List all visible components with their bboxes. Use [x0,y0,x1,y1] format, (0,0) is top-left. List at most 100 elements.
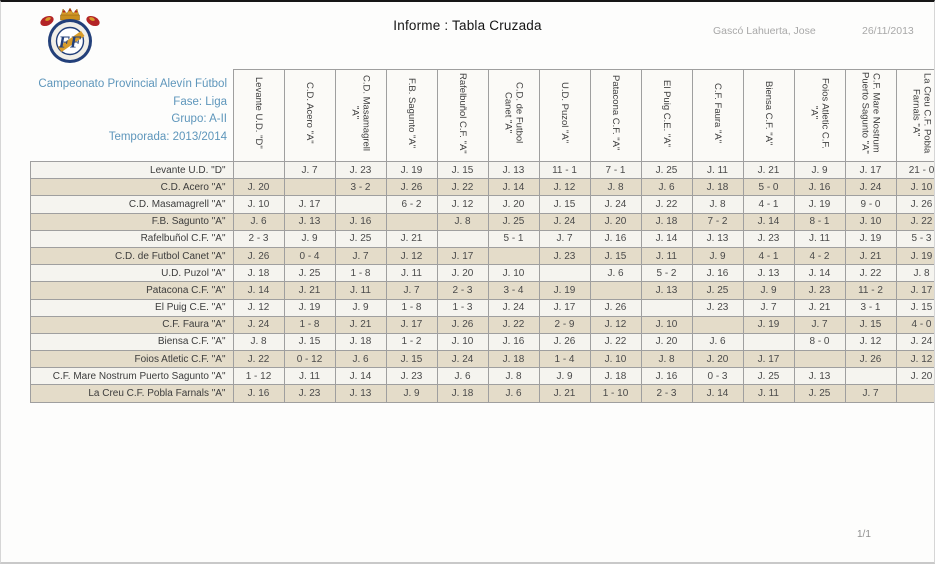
table-cell: J. 10 [487,264,540,283]
table-cell: J. 6 [691,332,744,352]
table-cell: J. 19 [283,298,336,317]
table-cell: J. 10 [436,332,489,352]
table-cell: J. 6 [487,384,540,403]
report-author: Gascó Lahuerta, Jose [713,25,816,37]
header-row: Levante U.D. "D" C.D. Acero "A" C.D. Masam… [31,69,934,162]
table-cell: J. 10 [640,315,693,334]
table-cell: J. 9 [793,160,846,180]
table-cell: J. 19 [895,246,934,266]
table-cell: J. 14 [742,212,795,231]
row-label: C.F. Mare Nostrum Puerto Sagunto "A" [30,367,234,386]
table-cell [283,178,336,197]
column-header-label: La Creu C.F. Pobla Farnals "A" [910,72,933,154]
table-cell: J. 21 [538,384,591,403]
table-cell [589,281,642,300]
table-cell: J. 17 [895,281,934,300]
table-cell: J. 17 [283,195,336,214]
table-cell: J. 18 [232,264,285,283]
table-cell: J. 25 [487,212,540,231]
table-cell: J. 21 [334,315,387,334]
table-cell: J. 6 [334,350,387,369]
column-header-label: C.D. Masamagrell "A" [349,74,372,152]
table-row: F.B. Sagunto "A" J. 6 J. 13 J. 16 J. 8 J. 25 J… [30,212,934,231]
table-cell: J. 26 [385,178,438,197]
table-cell: J. 17 [844,160,897,180]
column-header: La Creu C.F. Pobla Farnals "A" [895,69,934,162]
table-cell: J. 12 [589,315,642,334]
column-header: C.D. Masamagrell "A" [334,69,387,162]
table-cell: J. 22 [844,264,897,283]
row-label: C.D. de Futbol Canet "A" [30,246,234,266]
table-cell: J. 16 [487,332,540,352]
row-label: Foios Atletic C.F. "A" [30,350,234,369]
table-cell: 3 - 1 [844,298,897,317]
table-cell: J. 8 [436,212,489,231]
table-cell: 21 - 0 [895,160,934,180]
table-cell: J. 15 [895,298,934,317]
table-cell: J. 16 [793,178,846,197]
report-title: Informe : Tabla Cruzada [393,18,542,33]
column-header: C.D. Acero "A" [283,69,336,162]
table-cell: 4 - 1 [742,246,795,266]
table-cell: J. 6 [640,178,693,197]
table-cell: J. 14 [232,281,285,300]
table-row: Foios Atletic C.F. "A" J. 22 0 - 12 J. 6 J. … [30,350,934,369]
table-row: Rafelbuñol C.F. "A" 2 - 3 J. 9 J. 25 J. 21 5 … [30,229,934,248]
row-label: F.B. Sagunto "A" [30,212,234,231]
table-cell: J. 12 [895,350,934,369]
table-cell [232,160,285,180]
table-cell: J. 22 [487,315,540,334]
table-cell: J. 14 [334,367,387,386]
table-cell: J. 22 [436,178,489,197]
column-header: C.D. de Futbol Canet "A" [487,69,540,162]
table-cell [334,195,387,214]
column-header-label: Patacona C.F. "A" [610,75,621,151]
table-cell: J. 7 [538,229,591,248]
table-cell: 2 - 3 [640,384,693,403]
table-cell [538,264,591,283]
table-cell: J. 8 [691,195,744,214]
table-cell: J. 11 [742,384,795,403]
table-cell: J. 7 [742,298,795,317]
table-cell: J. 7 [283,160,336,180]
table-cell: J. 16 [691,264,744,283]
table-cell: J. 15 [283,332,336,352]
table-cell: 2 - 9 [538,315,591,334]
table-cell: J. 19 [742,315,795,334]
column-header: Levante U.D. "D" [232,69,285,162]
table-cell: J. 14 [691,384,744,403]
table-cell: J. 20 [487,195,540,214]
table-cell: J. 7 [334,246,387,266]
table-cell: J. 15 [538,195,591,214]
svg-text:FF: FF [58,33,82,52]
table-cell: J. 23 [385,367,438,386]
table-cell: J. 16 [589,229,642,248]
table-cell: J. 24 [844,178,897,197]
column-header-label: Rafelbuñol C.F. "A" [457,72,468,154]
table-cell: J. 26 [232,246,285,266]
competition-name: Campeonato Provincial Alevín Fútbol [38,78,227,90]
column-header: Foios Atletic C.F. "A" [793,69,846,162]
table-cell: J. 18 [691,178,744,197]
table-cell [742,332,795,352]
table-cell: 1 - 2 [385,332,438,352]
table-cell: J. 11 [334,281,387,300]
table-cell: J. 10 [232,195,285,214]
table-cell: J. 20 [436,264,489,283]
table-cell: J. 20 [691,350,744,369]
table-cell: J. 18 [640,212,693,231]
table-cell: 4 - 1 [742,195,795,214]
table-cell: J. 9 [385,384,438,403]
column-header: El Puig C.E. "A" [640,69,693,162]
table-cell: J. 26 [538,332,591,352]
table-cell: 9 - 0 [844,195,897,214]
table-cell: J. 13 [742,264,795,283]
table-row: C.D. de Futbol Canet "A" J. 26 0 - 4 J. 7 J.… [30,246,934,266]
column-header: U.D. Puzol "A" [538,69,591,162]
table-cell: J. 15 [589,246,642,266]
table-cell: J. 23 [742,229,795,248]
table-cell: J. 26 [589,298,642,317]
